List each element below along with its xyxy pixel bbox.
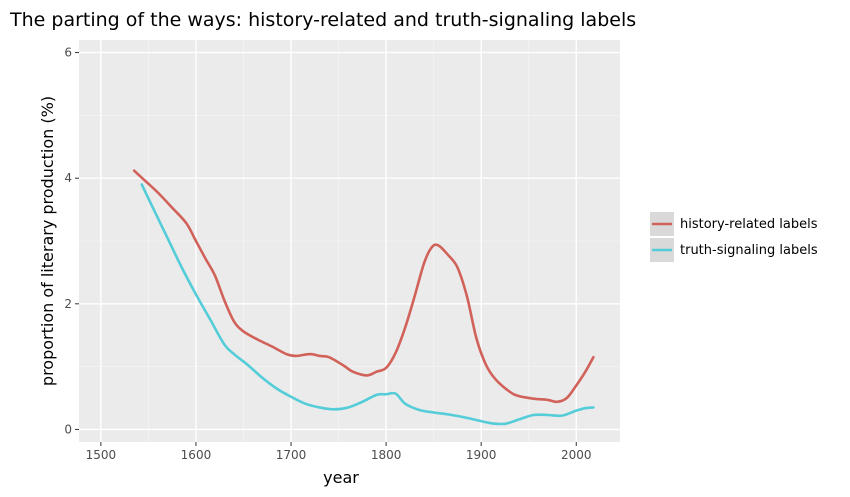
x-tick-label: 1700 <box>276 448 307 462</box>
y-tick-label: 2 <box>64 297 72 311</box>
chart-title: The parting of the ways: history-related… <box>9 9 636 31</box>
y-tick-label: 4 <box>64 171 72 185</box>
x-tick-label: 2000 <box>561 448 592 462</box>
x-tick-label: 1800 <box>371 448 402 462</box>
x-tick-label: 1600 <box>181 448 212 462</box>
x-tick-label: 1900 <box>466 448 497 462</box>
y-tick-label: 0 <box>64 422 72 436</box>
legend-label-1: truth-signaling labels <box>680 243 818 258</box>
y-axis-ticks: 0 2 4 6 <box>64 46 79 436</box>
series-line-1 <box>140 183 595 426</box>
legend: history-related labels truth-signaling la… <box>650 212 818 262</box>
y-axis-title: proportion of literary production (%) <box>38 96 57 386</box>
legend-label-0: history-related labels <box>680 217 818 232</box>
series-lines <box>132 169 595 426</box>
series-line-0 <box>132 169 595 404</box>
x-tick-label: 1500 <box>86 448 117 462</box>
x-axis-title: year <box>323 468 359 487</box>
x-axis-ticks: 1500 1600 1700 1800 1900 2000 <box>86 442 592 462</box>
minor-gridlines <box>79 40 620 442</box>
y-tick-label: 6 <box>64 46 72 60</box>
